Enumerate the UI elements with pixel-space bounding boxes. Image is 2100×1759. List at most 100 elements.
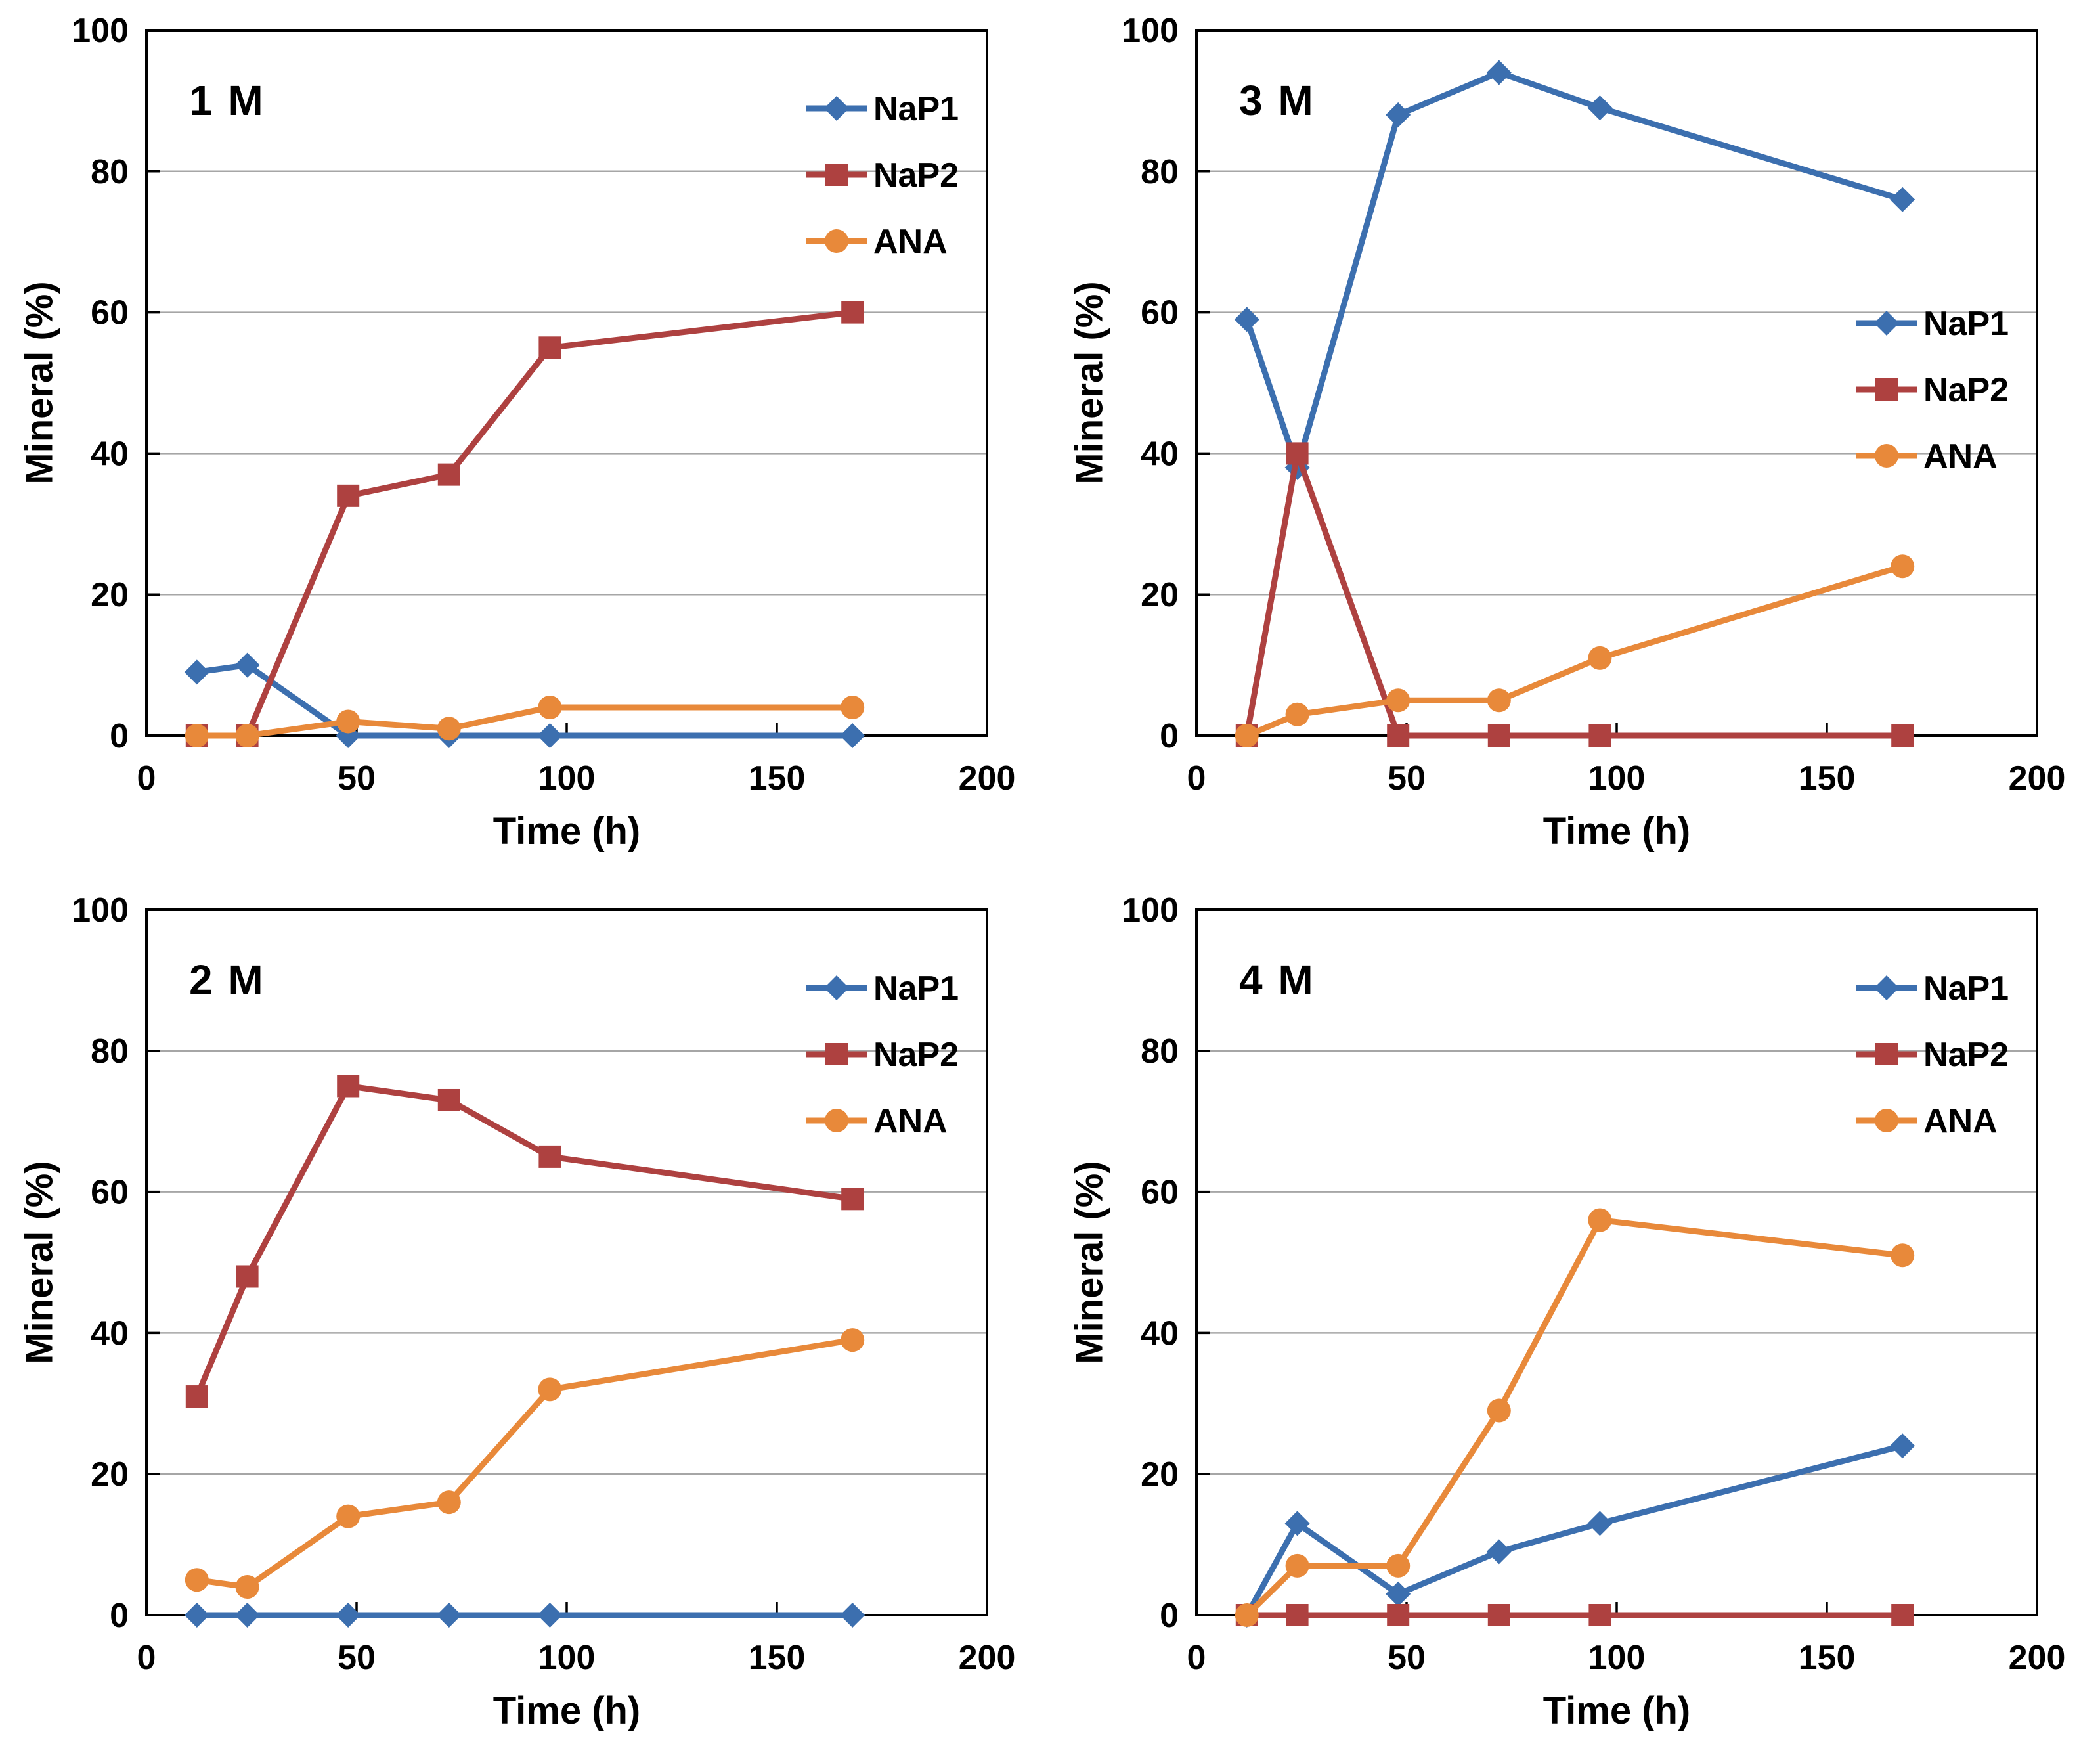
series-line-nap2: [194, 1083, 856, 1400]
marker-diamond-nap1: [234, 652, 260, 678]
y-tick-label: 80: [91, 1033, 129, 1071]
y-axis-title: Mineral (%): [18, 281, 61, 485]
marker-square-nap2: [1487, 1604, 1510, 1626]
x-tick-label: 0: [1187, 1639, 1206, 1677]
marker-square-nap2: [337, 484, 360, 507]
marker-square-nap2: [1387, 1604, 1410, 1626]
y-tick-label: 0: [110, 717, 129, 755]
x-tick-label: 100: [538, 1639, 596, 1677]
marker-diamond-nap1: [537, 1603, 563, 1628]
x-tick-label: 0: [137, 759, 156, 797]
x-tick-label: 50: [338, 1639, 376, 1677]
marker-diamond-nap1: [1386, 1581, 1411, 1607]
y-tick-label: 40: [91, 1314, 129, 1352]
series-line-nap2: [1244, 450, 1906, 739]
marker-diamond-nap1: [1284, 1511, 1310, 1536]
legend-label-nap2: NaP2: [873, 156, 959, 194]
series-line-ana: [194, 1337, 856, 1590]
marker-circle-ana: [185, 1568, 209, 1592]
plot-border: [145, 29, 988, 737]
marker-diamond-nap1: [1486, 1539, 1512, 1565]
marker-diamond-nap1: [840, 723, 865, 748]
marker-square-nap2: [1875, 378, 1898, 401]
y-tick-label: 100: [1122, 891, 1179, 929]
y-tick-label: 100: [1122, 12, 1179, 50]
panel-2m: 0 50 100 150 200 0 20 40 60 80 100 NaP1 NaP2 ANA 2 M …: [0, 880, 1050, 1759]
chart-2m: 0 50 100 150 200 0 20 40 60 80 100 NaP1 NaP2 ANA: [72, 891, 1015, 1677]
marker-diamond-nap1: [1386, 102, 1411, 127]
y-axis-title: Mineral (%): [18, 1161, 61, 1364]
legend-label-nap2: NaP2: [1923, 371, 2009, 409]
y-tick-label: 80: [1141, 1033, 1179, 1071]
marker-diamond-nap1: [436, 1603, 462, 1628]
legend-label-nap2: NaP2: [1923, 1036, 2009, 1074]
legend-label-nap1: NaP1: [873, 90, 959, 128]
marker-circle-ana: [825, 229, 848, 253]
panel-4m: 0 50 100 150 200 0 20 40 60 80 100 NaP1 NaP2 ANA 4 M …: [1050, 880, 2100, 1759]
series-line-nap1: [1244, 69, 1906, 471]
y-tick-label: 60: [1141, 294, 1179, 332]
legend-label-nap2: NaP2: [873, 1036, 959, 1074]
panel-3m: 0 50 100 150 200 0 20 40 60 80 100 NaP1 NaP2 ANA 3 M …: [1050, 0, 2100, 880]
x-axis-title: Time (h): [492, 1689, 641, 1732]
marker-circle-ana: [235, 1575, 259, 1599]
y-tick-label: 20: [91, 576, 129, 614]
marker-square-nap2: [437, 463, 460, 486]
marker-square-nap2: [1891, 724, 1914, 747]
x-tick-label: 150: [1799, 1639, 1856, 1677]
marker-circle-ana: [1487, 1398, 1511, 1423]
marker-circle-ana: [336, 709, 361, 734]
marker-square-nap2: [236, 1265, 259, 1288]
marker-diamond-nap1: [184, 1603, 209, 1628]
marker-circle-ana: [1285, 702, 1309, 726]
marker-square-nap2: [1286, 1604, 1309, 1626]
marker-circle-ana: [235, 724, 259, 747]
panel-label-2m: 2 M: [189, 956, 265, 1004]
marker-square-nap2: [538, 1145, 561, 1168]
y-axis-title: Mineral (%): [1068, 1161, 1111, 1364]
marker-circle-ana: [185, 724, 209, 747]
marker-circle-ana: [841, 696, 865, 720]
marker-circle-ana: [1386, 1553, 1411, 1578]
y-tick-label: 60: [1141, 1174, 1179, 1212]
series-line-nap1: [194, 662, 856, 739]
panel-1m: 0 50 100 150 200 0 20 40 60 80 100 NaP1 NaP2 ANA 1 M …: [0, 0, 1050, 880]
marker-circle-ana: [1588, 646, 1612, 670]
marker-diamond-nap1: [840, 1603, 865, 1628]
marker-square-nap2: [437, 1088, 460, 1111]
marker-circle-ana: [1386, 688, 1411, 713]
series-line-nap2: [194, 309, 856, 739]
marker-square-nap2: [1286, 442, 1309, 465]
marker-diamond-nap1: [824, 975, 849, 1000]
y-tick-label: 20: [1141, 576, 1179, 614]
y-tick-label: 20: [91, 1456, 129, 1494]
marker-diamond-nap1: [1486, 60, 1512, 85]
x-tick-label: 0: [137, 1639, 156, 1677]
x-tick-label: 50: [1388, 1639, 1426, 1677]
marker-diamond-nap1: [537, 723, 563, 748]
marker-circle-ana: [825, 1109, 848, 1132]
y-tick-label: 60: [91, 294, 129, 332]
y-tick-label: 20: [1141, 1456, 1179, 1494]
marker-circle-ana: [1235, 724, 1259, 747]
chart-1m: 0 50 100 150 200 0 20 40 60 80 100 NaP1 NaP2 ANA: [72, 12, 1015, 797]
marker-circle-ana: [538, 1377, 562, 1402]
x-axis-title: Time (h): [1542, 1689, 1691, 1732]
marker-circle-ana: [1875, 444, 1898, 468]
marker-square-nap2: [1588, 1604, 1611, 1626]
marker-circle-ana: [1285, 1553, 1309, 1578]
marker-square-nap2: [1387, 724, 1410, 747]
marker-circle-ana: [1235, 1603, 1259, 1627]
marker-square-nap2: [841, 301, 864, 324]
marker-circle-ana: [1891, 1243, 1915, 1268]
panel-label-4m: 4 M: [1239, 956, 1315, 1004]
marker-circle-ana: [1588, 1208, 1612, 1232]
marker-diamond-nap1: [1874, 975, 1899, 1000]
y-tick-label: 0: [110, 1597, 129, 1635]
legend-label-nap1: NaP1: [873, 969, 959, 1008]
series-line-ana: [194, 704, 856, 739]
chart-4m: 0 50 100 150 200 0 20 40 60 80 100 NaP1 NaP2 ANA: [1122, 891, 2065, 1677]
y-tick-label: 0: [1160, 1597, 1179, 1635]
marker-circle-ana: [1875, 1109, 1898, 1132]
